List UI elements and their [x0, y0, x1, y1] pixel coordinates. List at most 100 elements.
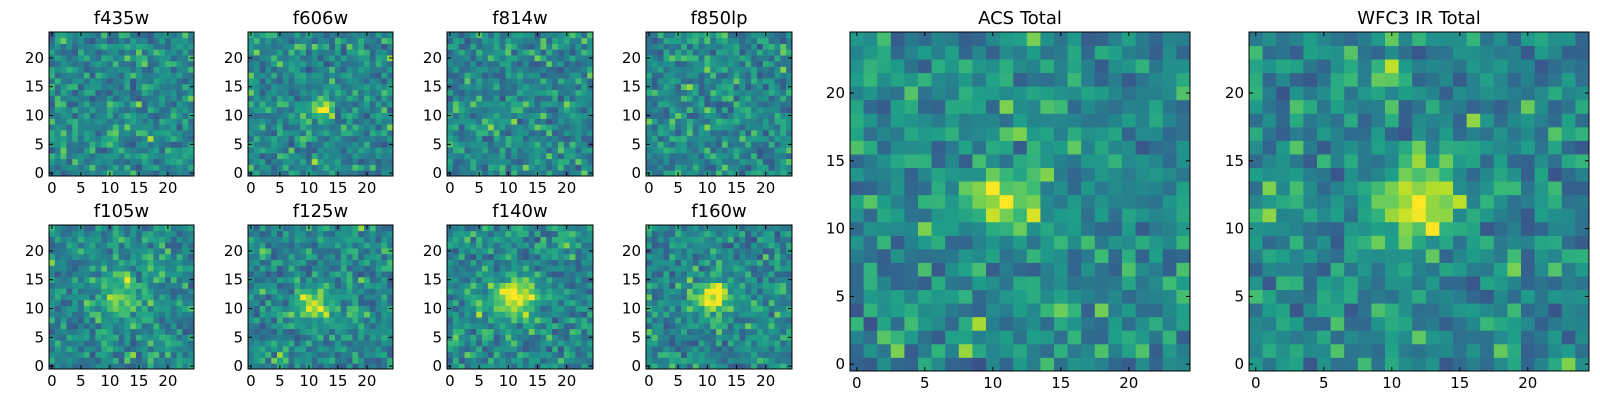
heatmap-cell [364, 294, 371, 301]
heatmap-cell [364, 265, 371, 272]
heatmap-cell [745, 317, 752, 324]
heatmap-cell [780, 37, 787, 44]
heatmap-cell [369, 95, 376, 102]
heatmap-cell [101, 294, 108, 301]
heatmap-cell [165, 147, 172, 154]
heatmap-cell [774, 357, 781, 364]
heatmap-cell [153, 265, 160, 272]
heatmap-cell [517, 311, 524, 318]
heatmap-cell [141, 78, 148, 85]
heatmap-cell [387, 72, 394, 79]
heatmap-cell [124, 357, 131, 364]
heatmap-cell [311, 248, 318, 255]
heatmap-cell [774, 158, 781, 165]
heatmap-cell [311, 152, 318, 160]
y-tick-label: 0 [631, 164, 641, 182]
heatmap-cell [340, 317, 347, 324]
heatmap-cell [698, 164, 705, 171]
heatmap-cell [552, 152, 559, 160]
heatmap-cell [482, 294, 489, 301]
heatmap-cell [663, 95, 670, 102]
heatmap-cell [447, 49, 454, 56]
heatmap-cell [317, 328, 324, 335]
heatmap-cell [692, 43, 699, 50]
heatmap-cell [569, 152, 576, 160]
heatmap-cell [130, 55, 137, 62]
heatmap-cell [176, 106, 183, 114]
heatmap-cell [170, 135, 177, 142]
heatmap-cell [552, 101, 559, 108]
heatmap-cell [282, 78, 289, 85]
heatmap-cell [487, 351, 495, 358]
heatmap-cell [364, 106, 371, 114]
heatmap-cell [141, 43, 148, 50]
heatmap-cell [575, 282, 582, 289]
heatmap-cell [646, 299, 653, 307]
heatmap-cell [72, 345, 79, 353]
heatmap-cell [118, 37, 125, 44]
x-tick-label: 20 [158, 179, 177, 197]
heatmap-cell [721, 112, 729, 119]
heatmap-cell [704, 305, 711, 312]
heatmap-cell [786, 328, 793, 335]
heatmap-cell [375, 225, 382, 232]
heatmap-cell [569, 129, 576, 137]
heatmap-cell [259, 242, 266, 249]
heatmap-cell [487, 253, 495, 260]
heatmap-cell [528, 311, 535, 318]
heatmap-cell [581, 152, 588, 160]
heatmap-cell [768, 334, 775, 341]
heatmap-cell [248, 89, 255, 96]
heatmap-cell [651, 55, 659, 62]
heatmap-cell [89, 351, 96, 358]
heatmap-cell [493, 37, 500, 44]
heatmap-cell [546, 129, 553, 137]
heatmap-cell [188, 152, 195, 160]
heatmap-cell [83, 124, 90, 131]
heatmap-cell [733, 72, 740, 79]
heatmap-cell [487, 334, 495, 341]
y-tick-label: 20 [423, 242, 442, 260]
heatmap-cell [546, 32, 553, 39]
heatmap-cell [271, 106, 278, 114]
heatmap-cell [657, 288, 664, 295]
heatmap-cell [49, 135, 56, 142]
heatmap-cell [505, 357, 512, 364]
heatmap-cell [552, 124, 559, 131]
heatmap-cell [136, 49, 143, 56]
heatmap-cell [188, 322, 195, 330]
heatmap-cell [534, 288, 541, 295]
heatmap-cell [369, 357, 376, 364]
heatmap-cell [277, 158, 284, 165]
heatmap-cell [762, 106, 770, 114]
heatmap-cell [124, 328, 131, 335]
heatmap-cell [704, 164, 711, 171]
heatmap-cell [733, 276, 740, 283]
heatmap-cell [176, 363, 183, 370]
heatmap-cell [499, 248, 506, 255]
heatmap-cell [95, 78, 102, 85]
heatmap-cell [141, 225, 148, 232]
heatmap-cell [522, 55, 530, 62]
heatmap-cell [259, 83, 266, 90]
heatmap-cell [756, 129, 764, 137]
heatmap-cell [141, 259, 148, 266]
heatmap-cell [546, 112, 553, 119]
heatmap-cell [552, 276, 559, 283]
heatmap-cell [311, 60, 318, 67]
heatmap-cell [710, 32, 717, 39]
heatmap-cell [358, 89, 365, 96]
heatmap-cell [487, 265, 495, 272]
heatmap-cell [329, 78, 336, 85]
heatmap-cell [669, 49, 676, 56]
heatmap-cell [470, 124, 477, 131]
heatmap-cell [170, 305, 177, 312]
heatmap-cell [147, 328, 154, 335]
heatmap-cell [311, 317, 318, 324]
heatmap-cell [646, 129, 653, 137]
heatmap-cell [569, 340, 576, 347]
heatmap-cell [317, 129, 324, 137]
heatmap-cell [329, 317, 336, 324]
heatmap-cell [505, 328, 512, 335]
heatmap-cell [774, 83, 781, 90]
